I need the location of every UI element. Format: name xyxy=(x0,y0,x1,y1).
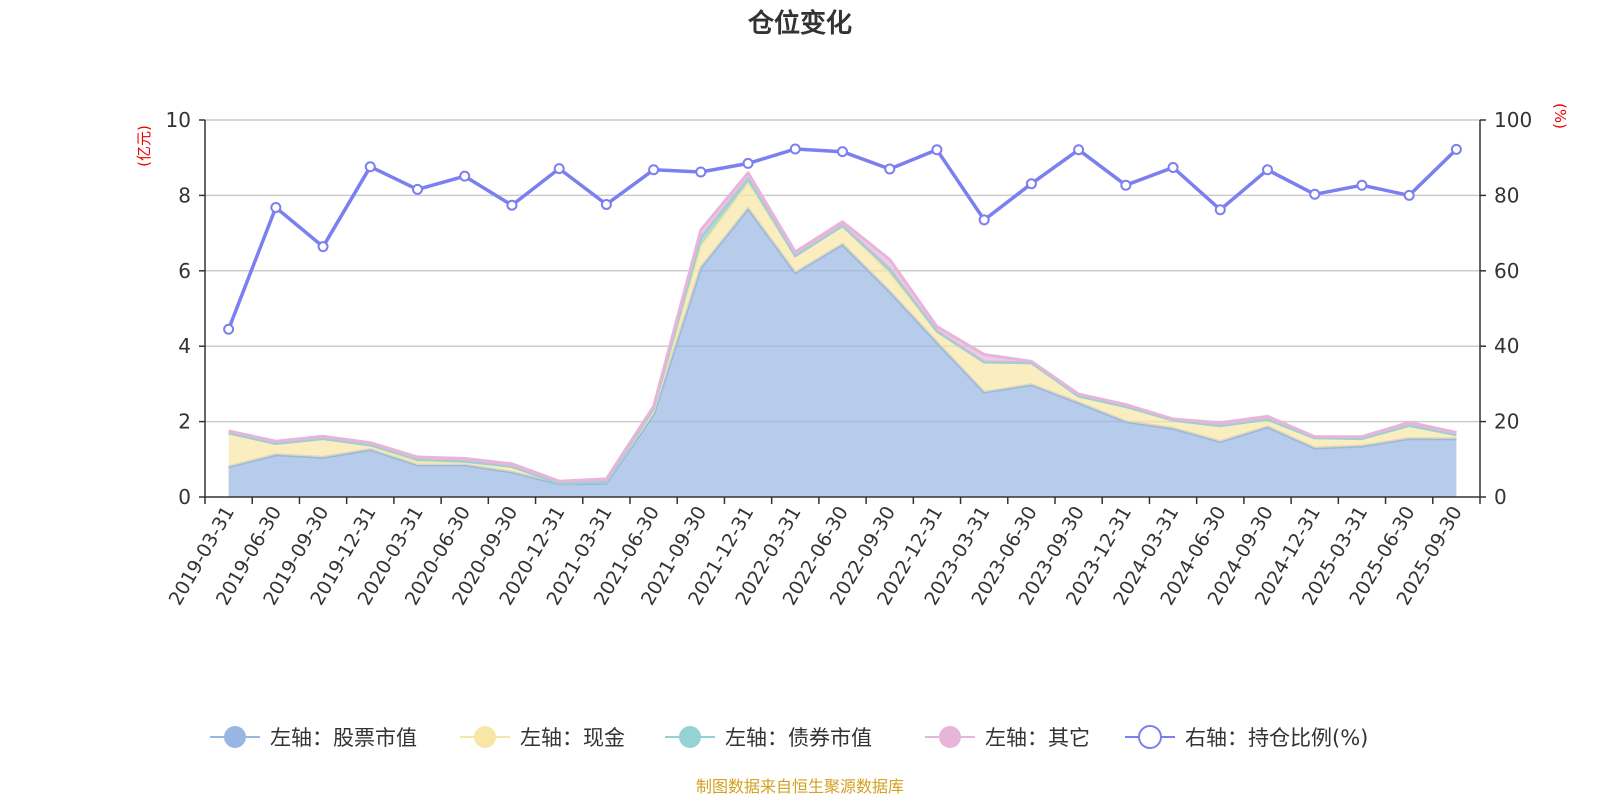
right-axis-unit: (%) xyxy=(1551,103,1569,129)
left-axis-tick-label: 6 xyxy=(178,259,191,283)
stacked-areas xyxy=(228,171,1457,497)
ratio-line-layer xyxy=(223,143,1462,335)
source-note: 制图数据来自恒生聚源数据库 xyxy=(696,777,904,796)
legend-item[interactable]: 左轴：债券市值 xyxy=(665,726,872,750)
left-axis-tick-label: 8 xyxy=(178,183,191,207)
ratio-point xyxy=(837,146,848,158)
right-axis-tick-label: 60 xyxy=(1494,259,1519,283)
area-edge-左轴：其它 xyxy=(228,171,1457,483)
legend-marker xyxy=(939,726,961,748)
area-左轴：现金 xyxy=(228,182,1457,484)
ratio-point xyxy=(223,323,235,335)
ratio-point xyxy=(600,198,612,210)
ratio-point xyxy=(978,214,990,226)
left-axis-tick-label: 2 xyxy=(178,410,191,434)
ratio-point xyxy=(412,183,423,195)
right-axis-tick-label: 80 xyxy=(1494,183,1519,207)
ratio-point xyxy=(695,166,707,178)
legend-label: 右轴：持仓比例(%) xyxy=(1185,726,1368,750)
legend-label: 左轴：现金 xyxy=(520,726,625,750)
chart-title: 仓位变化 xyxy=(747,8,852,39)
ratio-point xyxy=(1356,179,1368,191)
legend-label: 左轴：其它 xyxy=(985,726,1090,750)
left-axis-tick-label: 4 xyxy=(178,334,191,358)
legend-item[interactable]: 左轴：现金 xyxy=(460,726,625,750)
ratio-point xyxy=(1309,188,1321,200)
left-axis-tick-label: 10 xyxy=(166,108,191,132)
ratio-point xyxy=(931,144,943,156)
ratio-point xyxy=(317,241,329,253)
ratio-point xyxy=(1262,164,1273,176)
legend: 左轴：股票市值 左轴：现金 左轴：债券市值 左轴：其它 右轴：持仓比例(%) xyxy=(210,725,1368,750)
ratio-point xyxy=(459,170,471,182)
ratio-point xyxy=(742,157,754,169)
left-axis-unit: (亿元) xyxy=(135,125,153,167)
ratio-point xyxy=(506,199,518,211)
ratio-point xyxy=(1450,143,1462,155)
ratio-point xyxy=(270,201,282,213)
ratio-point xyxy=(1403,189,1415,201)
legend-marker xyxy=(224,726,246,748)
right-axis-tick-label: 0 xyxy=(1494,485,1507,509)
legend-label: 左轴：股票市值 xyxy=(270,726,417,750)
ratio-point xyxy=(1214,204,1226,216)
ratio-point xyxy=(1025,178,1037,190)
right-axis-tick-label: 20 xyxy=(1494,410,1519,434)
ratio-point xyxy=(1073,144,1085,156)
ratio-point xyxy=(1120,179,1132,191)
area-左轴：股票市值 xyxy=(228,208,1457,497)
legend-label: 左轴：债券市值 xyxy=(725,726,872,750)
ratio-point xyxy=(789,143,801,155)
ratio-point xyxy=(648,164,660,176)
right-axis-tick-label: 100 xyxy=(1494,108,1532,132)
ratio-point xyxy=(884,163,896,175)
legend-marker xyxy=(1138,725,1162,749)
legend-item[interactable]: 左轴：股票市值 xyxy=(210,726,417,750)
ratio-point xyxy=(364,161,376,173)
legend-marker xyxy=(474,726,496,748)
legend-item[interactable]: 左轴：其它 xyxy=(925,726,1090,750)
right-axis-tick-label: 40 xyxy=(1494,334,1519,358)
ratio-point xyxy=(1167,162,1179,174)
legend-marker xyxy=(679,726,701,748)
ratio-point xyxy=(553,163,565,175)
legend-item[interactable]: 右轴：持仓比例(%) xyxy=(1125,725,1368,750)
left-axis-tick-label: 0 xyxy=(178,485,191,509)
